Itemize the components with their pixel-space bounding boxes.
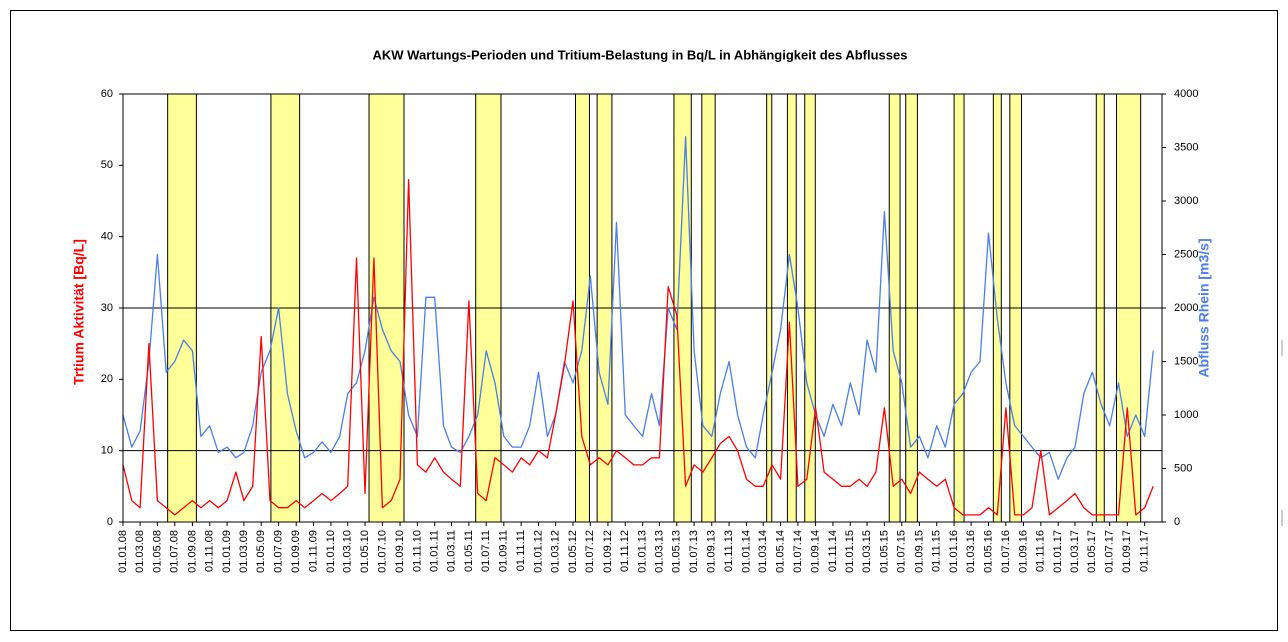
x-tick-label: 01.07.09 xyxy=(272,530,284,573)
x-tick-label: 01.09.11 xyxy=(498,530,510,572)
x-tick-label: 01.11.15 xyxy=(931,530,943,572)
x-tick-label: 01.09.12 xyxy=(602,530,614,573)
x-tick-label: 01.11.17 xyxy=(1139,530,1151,572)
y2-axis-title: Abfluss Rhein [m3/s] xyxy=(1196,238,1212,377)
x-tick-label: 01.11.12 xyxy=(619,530,631,572)
x-tick-label: 01.09.13 xyxy=(706,530,718,573)
x-tick-label: 01.07.17 xyxy=(1104,530,1116,573)
y-tick-label: 0 xyxy=(107,516,113,528)
x-tick-label: 01.07.13 xyxy=(688,530,700,573)
x-tick-label: 01.03.11 xyxy=(445,530,457,572)
y2-tick-label: 2000 xyxy=(1174,302,1198,314)
y2-tick-label: 1500 xyxy=(1174,355,1198,367)
x-tick-label: 01.01.08 xyxy=(117,530,129,573)
chart-title: AKW Wartungs-Perioden und Tritium-Belast… xyxy=(373,47,908,62)
x-tick-label: 01.05.12 xyxy=(567,530,579,573)
x-tick-label: 01.09.10 xyxy=(394,530,406,573)
series-line xyxy=(122,136,1154,480)
x-tick-label: 01.03.16 xyxy=(965,530,977,573)
x-tick-label: 01.07.15 xyxy=(896,530,908,573)
x-tick-label: 01.05.14 xyxy=(774,530,786,573)
y2-tick-label: 4000 xyxy=(1174,88,1198,100)
x-tick-label: 01.11.14 xyxy=(827,530,839,572)
y2-tick-label: 1000 xyxy=(1174,409,1198,421)
y-tick-label: 10 xyxy=(101,445,113,457)
x-tick-label: 01.05.08 xyxy=(151,530,163,573)
x-tick-label: 01.05.11 xyxy=(463,530,475,572)
x-tick-label: 01.07.16 xyxy=(1000,530,1012,573)
x-tick-label: 01.11.09 xyxy=(307,530,319,572)
x-tick-label: 01.05.13 xyxy=(671,530,683,573)
y2-tick-label: 3000 xyxy=(1174,195,1198,207)
x-tick-label: 01.01.13 xyxy=(637,530,649,573)
x-tick-label: 01.11.10 xyxy=(411,530,423,572)
x-tick-label: 01.01.14 xyxy=(740,530,752,573)
x-tick-label: 01.05.10 xyxy=(359,530,371,573)
x-tick-label: 01.01.09 xyxy=(221,530,233,573)
x-tick-label: 01.03.14 xyxy=(757,530,769,573)
y2-tick-label: 2500 xyxy=(1174,248,1198,260)
x-tick-label: 01.01.10 xyxy=(325,530,337,573)
x-tick-label: 01.07.08 xyxy=(169,530,181,573)
x-tick-label: 01.03.09 xyxy=(238,530,250,573)
x-tick-label: 01.01.16 xyxy=(948,530,960,573)
x-tick-label: 01.11.16 xyxy=(1035,530,1047,572)
x-tick-label: 01.03.08 xyxy=(134,530,146,573)
x-tick-label: 01.01.17 xyxy=(1052,530,1064,573)
y2-tick-label: 0 xyxy=(1174,516,1180,528)
x-tick-label: 01.05.09 xyxy=(255,530,267,573)
x-tick-label: 01.05.15 xyxy=(878,530,890,573)
y-tick-label: 20 xyxy=(101,373,113,385)
y-tick-label: 30 xyxy=(101,302,113,314)
y-tick-label: 40 xyxy=(101,231,113,243)
x-tick-label: 01.03.13 xyxy=(653,530,665,573)
x-tick-label: 01.05.16 xyxy=(982,530,994,573)
series-line xyxy=(122,178,1154,516)
y-tick-label: 50 xyxy=(101,159,113,171)
x-tick-label: 01.03.10 xyxy=(342,530,354,573)
x-tick-label: 01.09.17 xyxy=(1121,530,1133,573)
x-tick-label: 01.07.14 xyxy=(792,530,804,573)
x-tick-label: 01.01.12 xyxy=(532,530,544,573)
x-tick-label: 01.03.15 xyxy=(861,530,873,573)
chart-frame xyxy=(10,10,1278,631)
x-tick-label: 01.09.09 xyxy=(290,530,302,573)
x-tick-label: 01.11.08 xyxy=(204,530,216,572)
x-tick-label: 01.03.17 xyxy=(1069,530,1081,573)
x-tick-label: 01.09.08 xyxy=(186,530,198,573)
y2-tick-label: 3500 xyxy=(1174,141,1198,153)
x-tick-label: 01.01.11 xyxy=(429,530,441,572)
y-axis-title: Trtium Aktivität [Bq/L] xyxy=(71,239,87,385)
x-tick-label: 01.09.15 xyxy=(913,530,925,573)
x-tick-label: 01.03.12 xyxy=(550,530,562,573)
x-tick-label: 01.11.13 xyxy=(723,530,735,572)
x-tick-label: 01.01.15 xyxy=(844,530,856,573)
y2-tick-label: 500 xyxy=(1174,462,1192,474)
x-tick-label: 01.07.10 xyxy=(376,530,388,573)
x-tick-label: 01.09.14 xyxy=(809,530,821,573)
x-tick-label: 01.07.12 xyxy=(584,530,596,573)
x-tick-label: 01.09.16 xyxy=(1017,530,1029,573)
y-tick-label: 60 xyxy=(101,88,113,100)
x-tick-label: 01.05.17 xyxy=(1086,530,1098,573)
x-tick-label: 01.11.11 xyxy=(515,530,527,571)
x-tick-label: 01.07.11 xyxy=(480,530,492,572)
